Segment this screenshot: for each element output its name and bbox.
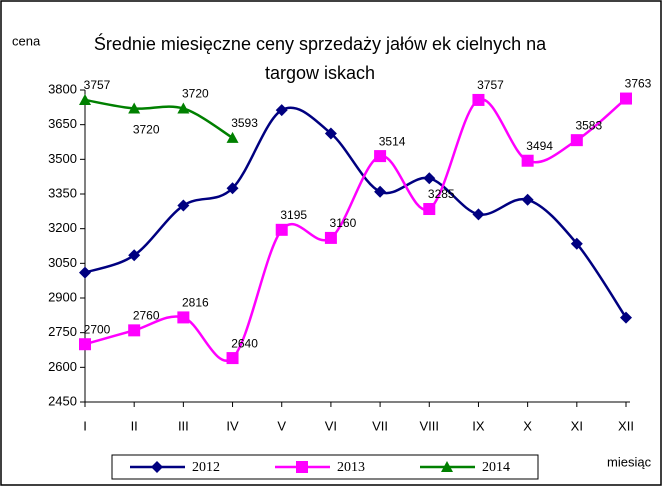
marker [275,104,288,117]
data-label: 3514 [379,134,406,148]
x-tick-label: XI [571,418,583,433]
marker [79,338,91,351]
marker [441,461,453,472]
x-tick-label: V [277,418,286,433]
marker [423,203,436,216]
data-label: 3757 [477,78,504,92]
marker [423,172,436,185]
marker [226,352,239,365]
marker [521,193,534,206]
data-label: 3763 [625,77,652,91]
data-label: 3720 [182,87,209,101]
x-tick-label: I [83,418,87,433]
marker [79,266,91,279]
x-tick-label: IV [226,418,239,433]
marker [521,154,534,167]
marker [472,208,485,221]
marker [324,231,337,244]
y-tick-label: 2450 [48,393,77,408]
x-axis-label: miesiąc [607,454,652,469]
data-label: 3583 [575,118,602,132]
y-tick-label: 2600 [48,359,77,374]
data-label: 3494 [526,139,553,153]
data-label: 2816 [182,296,209,310]
data-label: 3720 [133,123,160,137]
marker [226,182,239,195]
marker [177,102,190,114]
y-tick-label: 2900 [48,289,77,304]
y-tick-label: 3800 [48,81,77,96]
marker [177,199,190,212]
x-tick-label: IX [472,418,485,433]
marker [151,461,163,473]
x-tick-label: VIII [420,418,440,433]
data-label: 3285 [428,187,455,201]
marker [374,150,387,163]
x-tick-label: III [178,418,189,433]
x-tick-label: VI [325,418,337,433]
data-label: 3593 [231,116,258,130]
marker [275,223,288,236]
marker [79,93,91,105]
data-label: 2760 [133,309,160,323]
x-tick-label: II [131,418,138,433]
data-label: 3160 [330,216,357,230]
legend-label: 2012 [192,460,220,475]
legend-label: 2013 [337,460,365,475]
data-label: 3195 [280,208,307,222]
marker [620,311,632,324]
y-tick-label: 3050 [48,255,77,270]
legend: 2012 2013 2014 [130,460,510,475]
data-label: 2640 [231,336,258,350]
marker [128,324,141,337]
marker [128,249,141,262]
y-tick-label: 3650 [48,116,77,131]
marker [620,92,632,105]
marker [374,185,387,198]
x-tick-label: XII [618,418,634,433]
marker [226,131,239,143]
marker [472,93,485,106]
y-tick-label: 3350 [48,185,77,200]
marker [296,461,308,473]
y-axis-label: cena [12,33,41,48]
data-label: 2700 [84,322,111,336]
data-label: 3757 [84,78,111,92]
marker [570,134,583,147]
marker [570,237,583,250]
y-tick-label: 3200 [48,220,77,235]
x-tick-label: VII [372,418,388,433]
marker [324,127,337,140]
y-tick-label: 3500 [48,151,77,166]
legend-label: 2014 [482,460,510,475]
chart-title: Średnie miesięczne ceny sprzedaży jałów … [93,34,547,83]
series-line [84,98,234,139]
marker [177,311,190,324]
x-tick-label: X [523,418,532,433]
marker [128,102,141,114]
y-tick-label: 2750 [48,324,77,339]
